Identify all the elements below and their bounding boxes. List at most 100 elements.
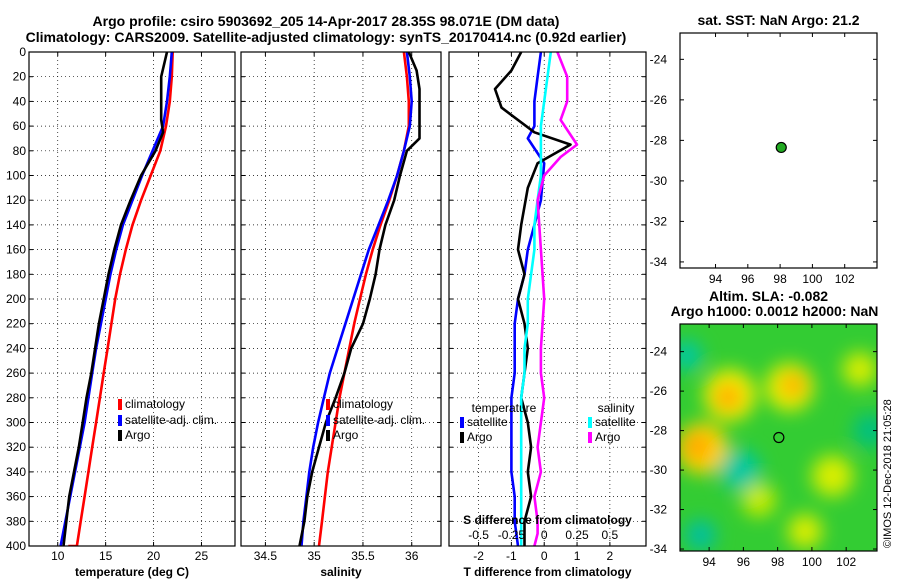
depth-tick-label: 280	[6, 391, 26, 405]
temperature-frame	[28, 51, 236, 547]
salinity-diff-axis-label: S difference from climatology	[463, 513, 632, 527]
temperature-legend-swatch	[118, 415, 122, 426]
sst-map-ytick-label: -30	[650, 174, 668, 188]
difference-from-climatology-xtick-label: -1	[506, 549, 517, 563]
salinity-legend-label: climatology	[333, 397, 393, 411]
salinity-diff-tick-label: 0	[541, 528, 548, 542]
salinity-xtick-label: 35.5	[351, 549, 375, 563]
sal-diff-legend-label: Argo	[595, 430, 621, 444]
temp-diff-legend-label: satellite	[467, 415, 508, 429]
sla-map-ytick-label: -26	[650, 384, 668, 398]
salinity-legend-swatch	[326, 399, 330, 410]
temperature-legend-swatch	[118, 399, 122, 410]
sla-heatmap-blob	[683, 432, 711, 461]
difference-from-climatology-series-salinity-argo	[533, 52, 579, 546]
temperature-panel: 0 20 40 60 80 100 120 140 160 180 200 220 240 260 280 3…	[6, 45, 236, 579]
salinity-diff-tick-label: -0.5	[468, 528, 489, 542]
sla-heatmap-blob	[780, 372, 806, 398]
salinity-legend-label: Argo	[333, 428, 359, 442]
depth-tick-label: 300	[6, 416, 26, 430]
depth-tick-label: 140	[6, 218, 26, 232]
sst-map-xtick-label: 96	[741, 272, 755, 286]
sst-map-ytick-label: -32	[650, 214, 668, 228]
depth-tick-label: 120	[6, 193, 26, 207]
salinity-legend-swatch	[326, 430, 330, 441]
salinity-legend-label: satellite-adj. clim.	[333, 413, 425, 427]
sla-map-xtick-label: 94	[702, 555, 716, 569]
sla-map-ytick-label: -28	[650, 424, 668, 438]
sst-map-xtick-label: 102	[835, 272, 855, 286]
temperature-curves	[59, 52, 174, 546]
salinity-diff-tick-label: 0.25	[565, 528, 589, 542]
depth-tick-label: 360	[6, 490, 26, 504]
sla-heatmap-blob	[787, 514, 823, 549]
depth-tick-label: 60	[13, 119, 27, 133]
salinity-diff-tick-label: -0.25	[498, 528, 526, 542]
temperature-xtick-label: 25	[195, 549, 209, 563]
depth-tick-label: 380	[6, 514, 26, 528]
difference-from-climatology-xtick-label: 1	[574, 549, 581, 563]
depth-tick-label: 160	[6, 243, 26, 257]
depth-tick-label: 400	[6, 539, 26, 553]
difference-from-climatology-curves	[493, 52, 579, 546]
difference-from-climatology-xtick-label: 0	[541, 549, 548, 563]
sst-map-xtick-label: 100	[802, 272, 822, 286]
sla-map-ytick-label: -34	[650, 542, 668, 556]
difference-from-climatology-frame	[448, 51, 647, 547]
sst-map-panel: sat. SST: NaN Argo: 21.2 94 96 98 100 102 -24 -…	[650, 12, 878, 286]
sal-diff-legend-swatch	[588, 417, 592, 428]
temperature-xtick-label: 15	[99, 549, 113, 563]
salinity-curves	[298, 52, 421, 546]
depth-tick-label: 240	[6, 341, 26, 355]
sla-heatmap-blob	[741, 482, 776, 517]
sst-map-ytick-label: -24	[650, 52, 668, 66]
sst-map-title: sat. SST: NaN Argo: 21.2	[697, 12, 859, 28]
sal-diff-legend-heading: salinity	[598, 401, 635, 415]
salinity-diff-tick-label: 0.5	[602, 528, 619, 542]
temp-diff-legend-label: Argo	[467, 430, 493, 444]
depth-tick-label: 20	[13, 70, 27, 84]
sst-map-ytick-label: -34	[650, 255, 668, 269]
sla-heatmap-blob	[685, 519, 716, 551]
temperature-xtick-label: 10	[51, 549, 65, 563]
temperature-series-climatology	[68, 52, 174, 546]
sla-heatmap-blob	[811, 455, 854, 497]
difference-from-climatology-xlabel: T difference from climatology	[463, 565, 631, 579]
sla-map-ytick-label: -30	[650, 463, 668, 477]
depth-tick-label: 200	[6, 292, 26, 306]
sla-map-ytick-label: -32	[650, 503, 668, 517]
depth-tick-label: 40	[13, 94, 27, 108]
difference-from-climatology-xtick-label: -2	[473, 549, 484, 563]
sla-heatmap-blob	[680, 340, 703, 371]
sla-map-title-1: Altim. SLA: -0.082	[709, 288, 828, 304]
sla-heatmap-blob	[714, 383, 742, 411]
sla-map-frame	[679, 323, 878, 552]
temperature-series-argo	[62, 52, 169, 546]
imos-watermark: ©IMOS 12-Dec-2018 21:05:28	[882, 399, 894, 548]
difference-from-climatology-xtick-label: 2	[607, 549, 614, 563]
depth-tick-label: 180	[6, 267, 26, 281]
salinity-legend-swatch	[326, 415, 330, 426]
depth-tick-label: 80	[13, 144, 27, 158]
temp-diff-legend-swatch	[460, 417, 464, 428]
depth-tick-label: 100	[6, 169, 26, 183]
figure-title-line2: Climatology: CARS2009. Satellite-adjuste…	[26, 29, 627, 45]
depth-tick-label: 340	[6, 465, 26, 479]
temperature-xlabel: temperature (deg C)	[75, 565, 189, 579]
temperature-legend-swatch	[118, 430, 122, 441]
sal-diff-legend-swatch	[588, 432, 592, 443]
figure-title-line1: Argo profile: csiro 5903692_205 14-Apr-2…	[93, 13, 560, 29]
argo-position-ring	[773, 431, 785, 444]
sla-map-xtick-label: 98	[771, 555, 785, 569]
difference-from-climatology-series-salinity-satellite	[519, 52, 553, 546]
sst-map-xtick-label: 98	[773, 272, 787, 286]
salinity-panel: 34.5 35 35.5 36 salinity climatology satellite…	[240, 51, 442, 579]
temp-diff-legend-heading: temperature	[472, 401, 537, 415]
sla-heatmap	[680, 324, 877, 551]
depth-tick-label: 320	[6, 440, 26, 454]
temperature-legend-label: climatology	[125, 397, 185, 411]
temperature-xtick-label: 20	[147, 549, 161, 563]
salinity-series-climatology	[317, 52, 411, 546]
sla-heatmap-blob	[853, 413, 877, 448]
